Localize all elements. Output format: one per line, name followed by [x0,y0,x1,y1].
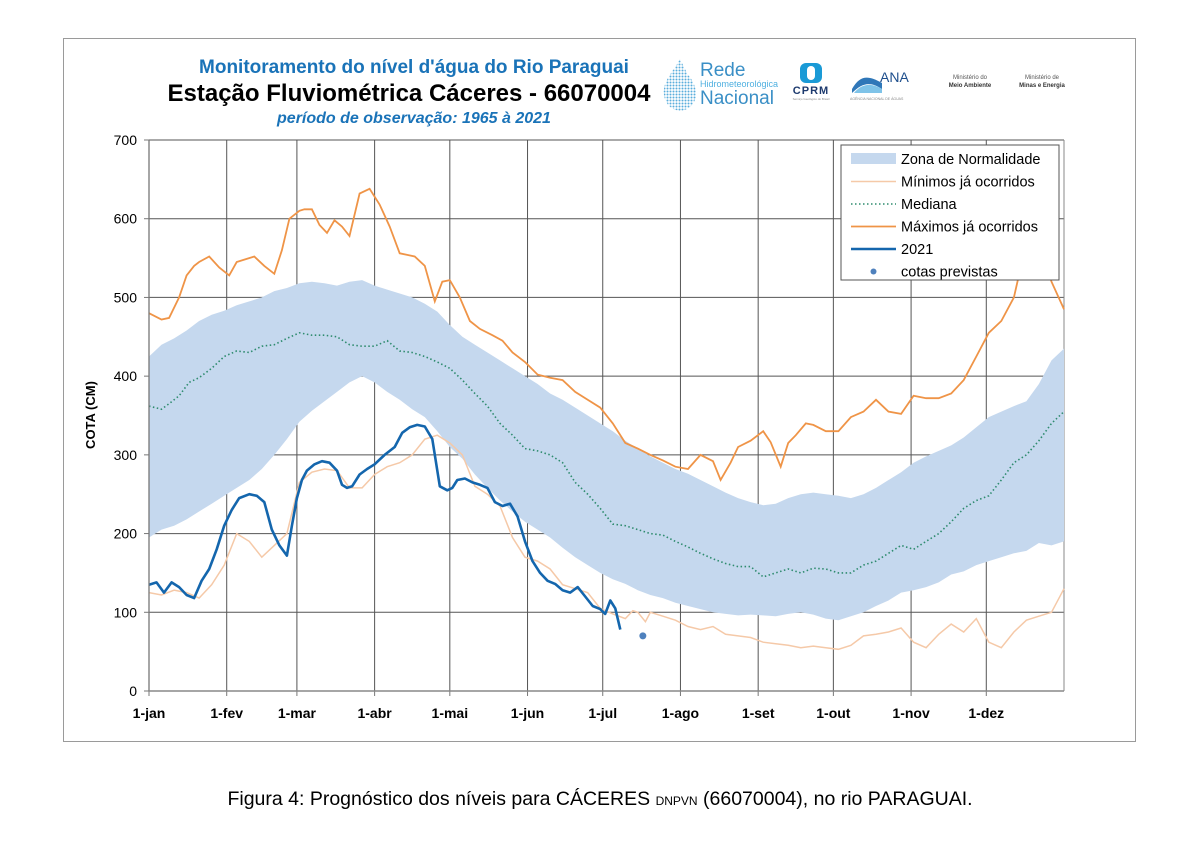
y-tick-label: 300 [114,447,138,463]
logos-bar: Rede Hidrometeorológica Nacional CPRM Se… [660,53,1080,119]
axes: 0 100 200 300 400 500 600 700 1-jan 1-fev 1-mar 1-a… [114,132,1064,721]
cprm-sublabel: Serviço Geológico do Brasil [792,97,830,101]
chart-subtitle-station: Estação Fluviométrica Cáceres - 66070004 [167,80,651,107]
legend-swatch-forecast [870,268,877,275]
x-tick-label: 1-fev [210,705,243,721]
legend-swatch-band [851,153,896,164]
cprm-logo: CPRM Serviço Geológico do Brasil [784,63,838,109]
y-axis-title: COTA (CM) [83,381,98,449]
rede-line2: Hidrometeorológica [700,79,779,89]
y-tick-label: 400 [114,368,138,384]
y-tick-label: 700 [114,132,138,148]
normal-zone-area [149,280,1064,621]
rede-line1: Rede [700,60,746,81]
series-y2021-line [148,423,622,630]
ana-wave-icon [852,77,882,93]
x-tick-label: 1-mar [278,705,317,721]
series-layer [148,187,1065,651]
ana-logo: ANA AGÊNCIA NACIONAL DE ÁGUAS [850,67,930,107]
y-tick-label: 200 [114,526,138,542]
normal-zone-band [149,280,1064,621]
chart-title: Monitoramento do nível d'água do Rio Par… [199,57,629,78]
y-tick-label: 600 [114,211,138,227]
y-tick-label: 500 [114,289,138,305]
legend-label-forecast: cotas previstas [901,265,998,281]
mma-line2: Meio Ambiente [948,82,992,89]
legend-label-band: Zona de Normalidade [901,152,1040,168]
mme-line2: Minas e Energia [1019,82,1065,89]
x-tick-label: 1-nov [892,705,930,721]
legend-label-min: Mínimos já ocorridos [901,175,1035,191]
x-tick-label: 1-out [816,705,851,721]
mma-logo: Ministério do Meio Ambiente [938,75,1002,91]
x-tick-label: 1-set [742,705,775,721]
series-max-line [148,187,1065,483]
forecast-point [639,632,647,640]
x-tick-label: 1-jan [133,705,166,721]
x-tick-label: 1-dez [968,705,1004,721]
cprm-label: CPRM [792,85,830,97]
y-tick-label: 100 [114,604,138,620]
legend-label-median: Mediana [901,197,958,213]
ana-label: ANA [880,69,909,85]
caption-dnpvn: DNPVN [655,794,698,808]
x-tick-label: 1-jun [511,705,544,721]
series-median-line [148,331,1065,578]
mma-line1: Ministério do [952,75,987,81]
x-tick-label: 1-jul [588,705,617,721]
figure-caption: Figura 4: Prognóstico dos níveis para CÁ… [0,788,1200,811]
legend-label-y2021: 2021 [901,242,933,258]
x-tick-label: 1-mai [432,705,469,721]
x-tick-label: 1-ago [662,705,699,721]
legend: Zona de Normalidade Mínimos já ocorridos M… [840,144,1060,281]
rede-wave-icon [663,59,696,111]
rede-line3: Nacional [700,88,774,109]
x-tick-label: 1-abr [357,705,392,721]
y-tick-label: 0 [129,683,137,699]
caption-prefix: Figura 4: Prognóstico dos níveis para CÁ… [227,788,656,810]
mme-line1: Ministério de [1024,75,1059,81]
cprm-emblem-icon [800,63,822,83]
caption-suffix: (66070004), no rio PARAGUAI. [697,788,973,810]
chart-subtitle-period: período de observação: 1965 à 2021 [277,110,551,127]
legend-box [840,144,1060,281]
ana-sublabel: AGÊNCIA NACIONAL DE ÁGUAS [850,97,904,101]
series-min-line [148,434,1065,651]
mme-logo: Ministério de Minas e Energia [1010,75,1074,91]
legend-label-max: Máximos já ocorridos [901,220,1038,236]
rede-hidrometeorologica-logo: Rede Hidrometeorológica Nacional [660,57,780,117]
